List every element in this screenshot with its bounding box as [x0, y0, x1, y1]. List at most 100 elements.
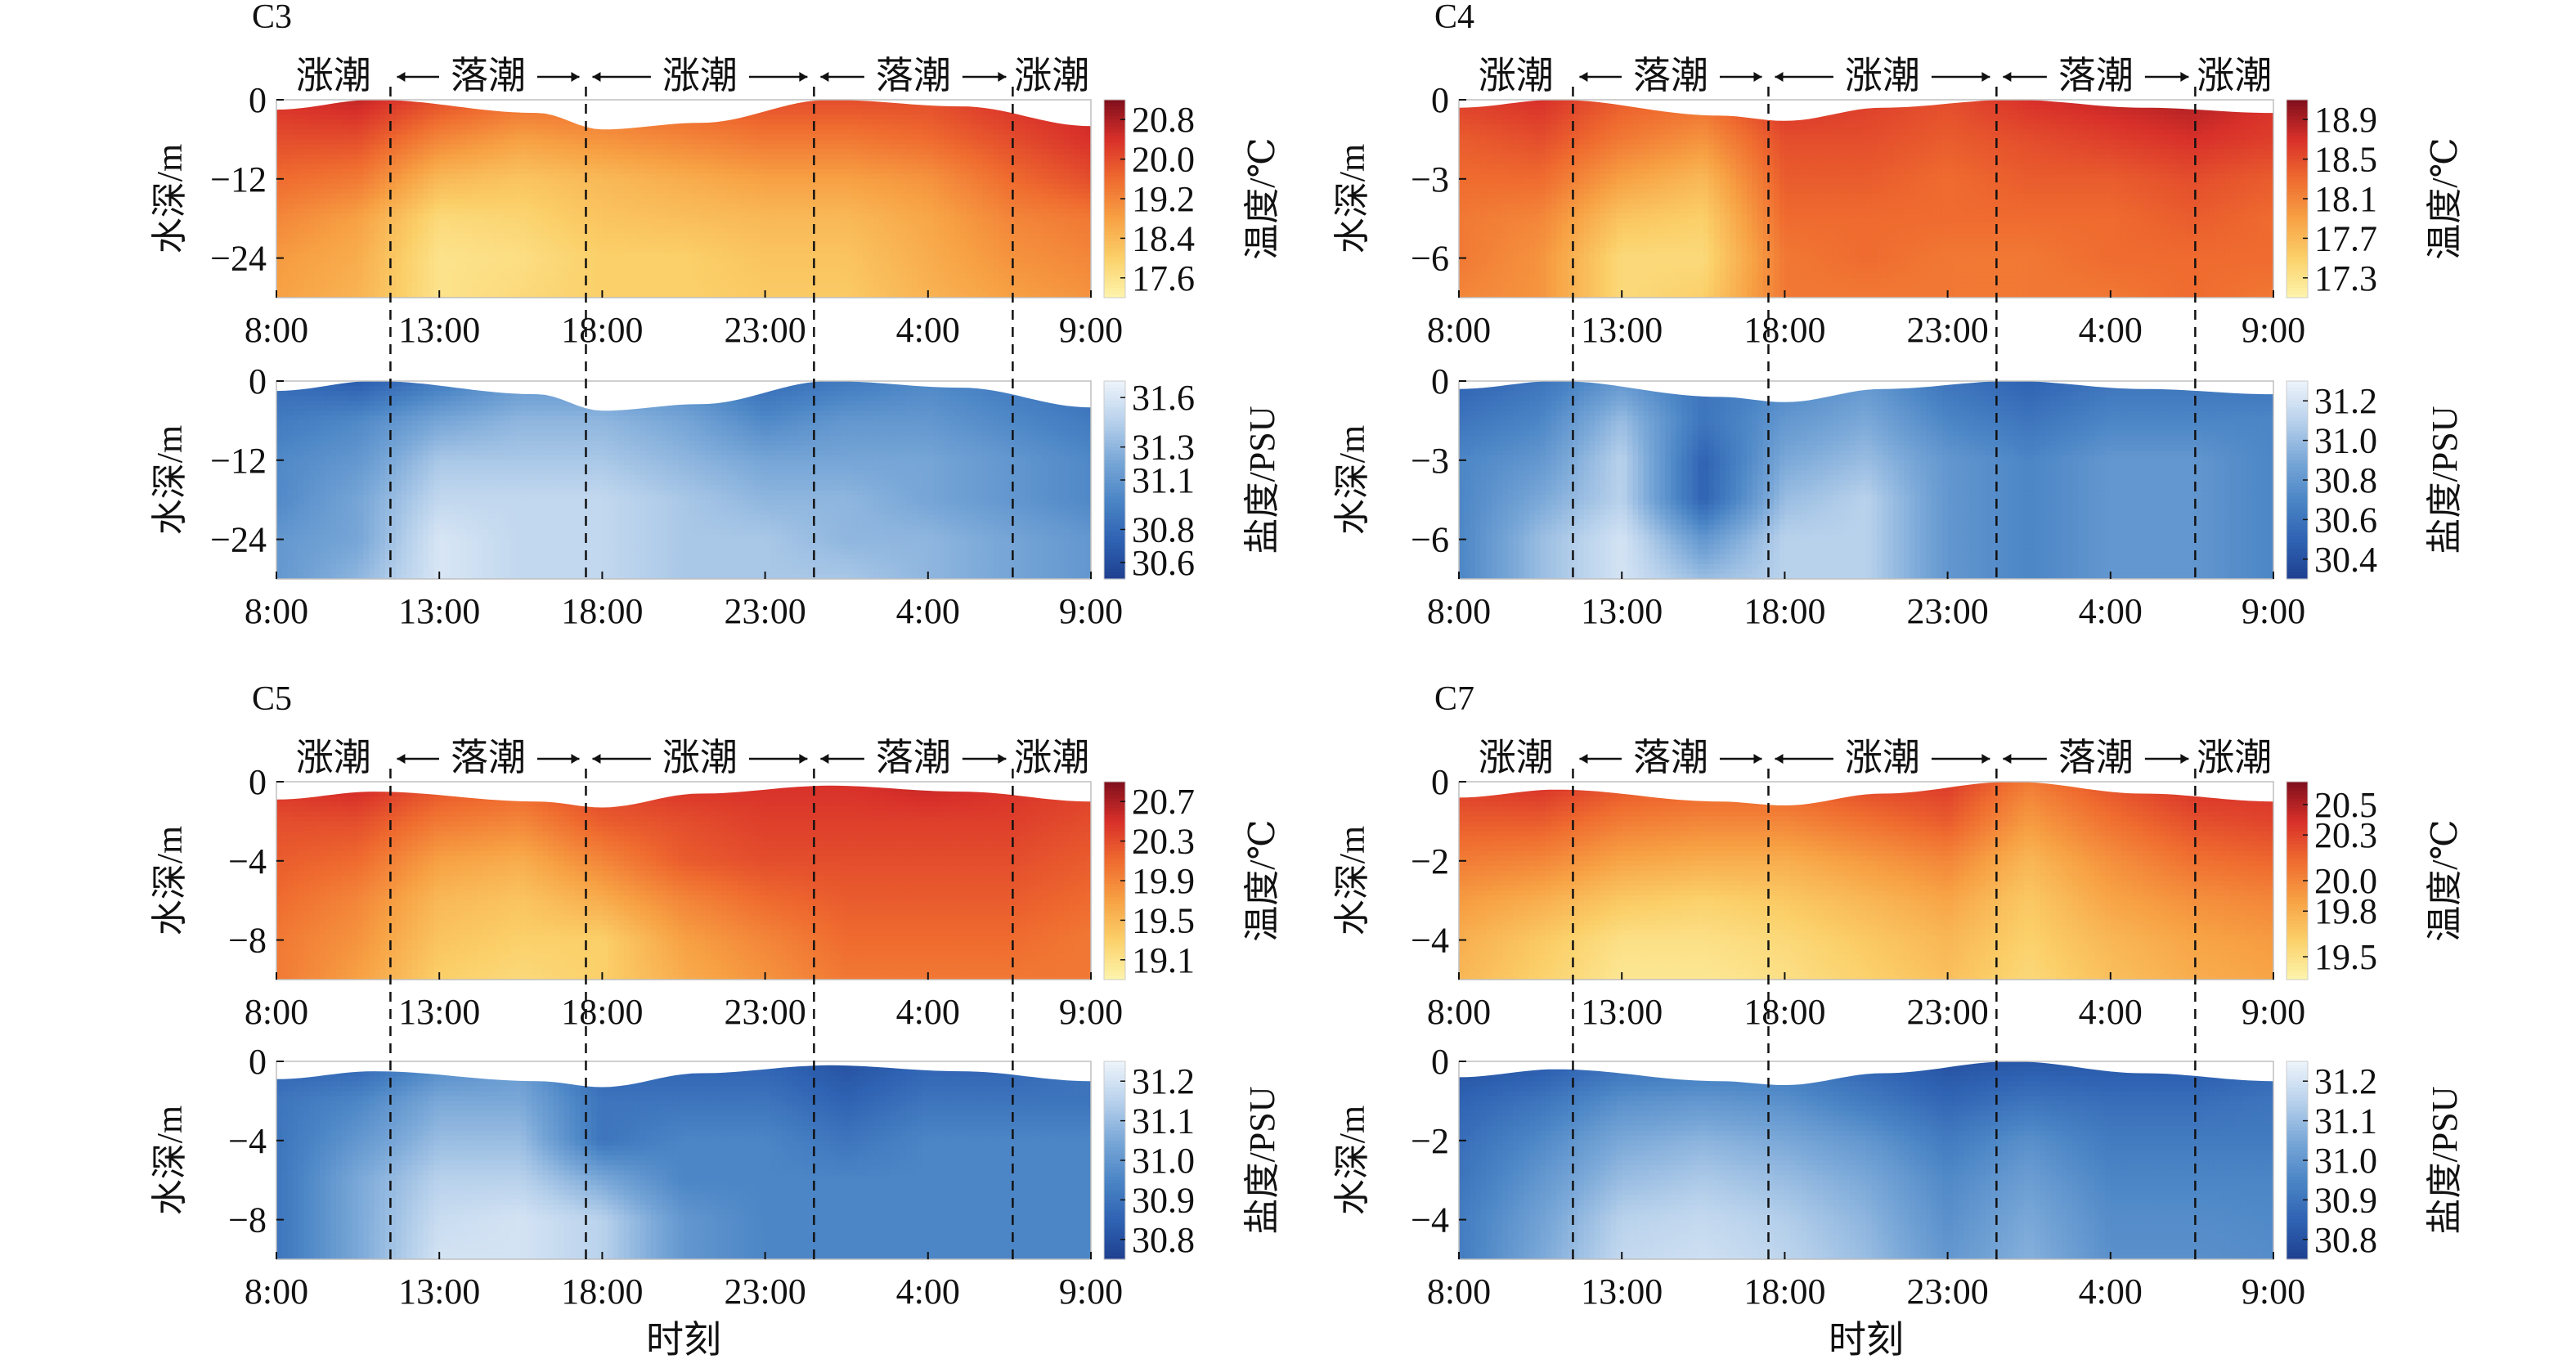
plot-frame: [1458, 781, 2274, 980]
arrowhead-right-icon: [799, 754, 808, 764]
time-axis-label: 时刻: [646, 1319, 721, 1359]
colorbar-tick-label: 30.6: [2314, 500, 2377, 540]
x-tick-label: 4:00: [896, 591, 960, 631]
x-tick-label: 4:00: [2079, 992, 2143, 1032]
x-tick-label: 4:00: [896, 1272, 960, 1312]
surface-gap: [1459, 100, 2273, 121]
arrowhead-left-icon: [1579, 754, 1588, 764]
colorbar-tick-label: 18.5: [2314, 140, 2377, 180]
x-tick-label: 8:00: [1427, 1272, 1491, 1312]
x-tick-label: 9:00: [2242, 591, 2305, 631]
colorbar-tick-label: 20.0: [2314, 861, 2377, 901]
x-tick-label: 13:00: [1581, 992, 1663, 1032]
temperature-panel: 0 −4 −8 水深/m 8:00 13:00 18:00 23:00 4:00 9:00 20.7…: [150, 762, 1282, 1032]
arrowhead-left-icon: [592, 72, 601, 82]
tide-phase-label: 涨潮: [1014, 55, 1089, 96]
arrowhead-right-icon: [2180, 754, 2189, 764]
colorbar-tick-label: 17.6: [1132, 258, 1195, 298]
x-tick-label: 9:00: [2242, 992, 2305, 1032]
colorbar-tick-label: 17.3: [2314, 258, 2377, 298]
colorbar-tick-label: 20.3: [2314, 815, 2377, 855]
colorbar-tick-label: 30.8: [1132, 510, 1195, 550]
colorbar-label: 盐度/PSU: [2425, 1087, 2465, 1235]
colorbar-tick-label: 31.1: [1132, 1101, 1195, 1141]
salinity-panel: 0 −3 −6 水深/m 8:00 13:00 18:00 23:00 4:00 9:00 31.2…: [1332, 361, 2465, 631]
tide-phase-label: 落潮: [451, 737, 526, 778]
temperature-panel: 0 −3 −6 水深/m 8:00 13:00 18:00 23:00 4:00 9:00 18.9…: [1332, 80, 2465, 350]
y-tick-label: 0: [1431, 1042, 1449, 1082]
colorbar-tick-label: 20.0: [1132, 140, 1195, 180]
time-axis-label: 时刻: [1829, 1319, 1904, 1359]
x-tick-label: 9:00: [1059, 1272, 1123, 1312]
colorbar-tick-label: 17.7: [2314, 218, 2377, 258]
colorbar-tick-label: 31.0: [2314, 1141, 2377, 1181]
tide-phase-label: 涨潮: [1014, 737, 1089, 778]
x-tick-label: 13:00: [1581, 591, 1663, 631]
x-tick-label: 13:00: [398, 992, 480, 1032]
temperature-panel: 0 −2 −4 水深/m 8:00 13:00 18:00 23:00 4:00 9:00 20.5…: [1332, 762, 2465, 1032]
surface-gap: [1459, 381, 2273, 402]
x-tick-label: 13:00: [1581, 310, 1663, 350]
tide-phase-label: 涨潮: [1479, 737, 1554, 778]
surface-gap: [1459, 1061, 2273, 1085]
y-tick-label: 0: [249, 1042, 267, 1082]
colorbar-tick-label: 31.3: [1132, 428, 1195, 468]
colorbar-tick-label: 19.5: [1132, 900, 1195, 940]
colorbar-tick-label: 31.6: [1132, 378, 1195, 418]
x-tick-label: 18:00: [1744, 1272, 1825, 1312]
colorbar-tick-label: 18.1: [2314, 179, 2377, 219]
station-label: C4: [1434, 0, 1474, 36]
plot-frame: [276, 99, 1092, 298]
tide-phase-label: 涨潮: [2197, 737, 2272, 778]
plot-frame: [1458, 1061, 2274, 1260]
x-tick-label: 18:00: [1744, 992, 1825, 1032]
colorbar-tick-label: 31.1: [1132, 460, 1195, 500]
colorbar-label: 温度/℃: [2425, 819, 2465, 941]
x-tick-label: 18:00: [1744, 591, 1825, 631]
arrowhead-right-icon: [1981, 754, 1990, 764]
y-tick-label: 0: [1431, 80, 1449, 120]
salinity-colorbar: 31.231.030.830.630.4 盐度/PSU: [2286, 380, 2465, 580]
colorbar-tick-label: 20.7: [1132, 782, 1195, 822]
x-tick-label: 23:00: [724, 310, 806, 350]
surface-gap: [1459, 782, 2273, 805]
plot-frame: [1458, 99, 2274, 298]
y-tick-label: 0: [1431, 762, 1449, 802]
x-tick-label: 4:00: [2079, 310, 2143, 350]
colorbar-label: 盐度/PSU: [2425, 406, 2465, 554]
y-tick-label: 0: [1431, 361, 1449, 401]
x-tick-label: 9:00: [1059, 591, 1123, 631]
colorbar-tick-label: 18.9: [2314, 100, 2377, 140]
colorbar-tick-label: 30.6: [1132, 543, 1195, 583]
colorbar-tick-label: 31.2: [2314, 381, 2377, 421]
y-tick-label: −12: [210, 441, 267, 481]
x-tick-label: 8:00: [245, 310, 308, 350]
colorbar-tick-label: 30.8: [2314, 1220, 2377, 1260]
salinity-panel: 0 −2 −4 水深/m 8:00 13:00 18:00 23:00 4:00 9:00 31.2…: [1332, 1042, 2465, 1312]
salinity-colorbar: 31.231.131.030.930.8 盐度/PSU: [1103, 1061, 1282, 1260]
tide-phase-label: 涨潮: [662, 737, 738, 778]
salinity-field: [1459, 381, 2273, 579]
y-tick-label: −4: [1411, 1200, 1449, 1240]
colorbar-tick-label: 19.2: [1132, 179, 1195, 219]
y-axis-label: 水深/m: [150, 826, 190, 935]
y-tick-label: −24: [210, 520, 267, 560]
y-tick-label: −12: [210, 159, 267, 200]
x-tick-label: 23:00: [724, 1272, 806, 1312]
temperature-field: [1459, 100, 2273, 298]
tide-phase-label: 涨潮: [1845, 737, 1920, 778]
salinity-field: [1459, 1061, 2273, 1259]
x-tick-label: 8:00: [245, 992, 308, 1032]
y-axis-label: 水深/m: [1332, 826, 1372, 935]
arrowhead-left-icon: [2003, 72, 2012, 82]
x-tick-label: 23:00: [724, 591, 806, 631]
x-tick-label: 18:00: [561, 310, 643, 350]
colorbar-tick-label: 30.9: [2314, 1180, 2377, 1220]
colorbar-tick-label: 30.8: [2314, 460, 2377, 500]
colorbar-tick-label: 30.8: [1132, 1220, 1195, 1260]
x-tick-label: 23:00: [1906, 992, 1988, 1032]
y-tick-label: −6: [1411, 520, 1449, 560]
